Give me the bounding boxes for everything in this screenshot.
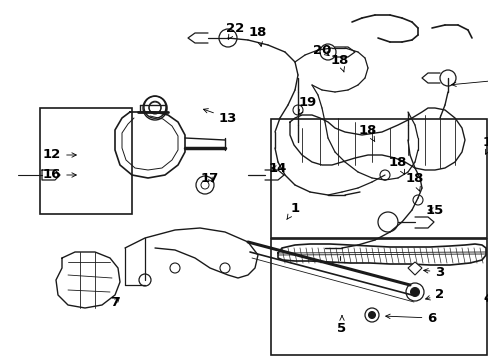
Text: 18: 18 — [0, 359, 1, 360]
Bar — [271, 239, 486, 355]
Circle shape — [368, 311, 375, 319]
Text: 3: 3 — [423, 266, 444, 279]
Text: 18: 18 — [482, 135, 488, 154]
Text: 7: 7 — [110, 296, 120, 309]
Text: 18: 18 — [358, 123, 376, 142]
Text: 8: 8 — [0, 359, 1, 360]
Bar — [271, 119, 486, 238]
Text: 20: 20 — [451, 72, 488, 86]
Text: 19: 19 — [298, 95, 317, 114]
Text: 4: 4 — [482, 292, 488, 305]
Text: 15: 15 — [425, 203, 443, 216]
Text: 2: 2 — [425, 288, 444, 302]
Text: 18: 18 — [388, 156, 407, 174]
Circle shape — [409, 288, 419, 297]
Bar — [40, 108, 132, 214]
Text: 16: 16 — [43, 168, 76, 181]
Text: 22: 22 — [225, 22, 244, 40]
Text: 11: 11 — [0, 359, 1, 360]
Text: 21: 21 — [0, 359, 1, 360]
Text: 17: 17 — [201, 171, 219, 184]
Text: 13: 13 — [203, 109, 237, 125]
Text: 18: 18 — [0, 359, 1, 360]
Text: 18: 18 — [248, 26, 266, 46]
Text: 14: 14 — [268, 162, 286, 175]
Polygon shape — [407, 262, 421, 275]
Text: 12: 12 — [43, 148, 76, 162]
Text: 18: 18 — [330, 54, 348, 72]
Text: 20: 20 — [312, 44, 330, 57]
Text: 9: 9 — [0, 359, 1, 360]
Text: 6: 6 — [385, 311, 436, 324]
Text: 10: 10 — [0, 359, 1, 360]
Text: 1: 1 — [286, 202, 299, 220]
Text: 5: 5 — [337, 316, 346, 334]
Text: 18: 18 — [405, 171, 423, 191]
